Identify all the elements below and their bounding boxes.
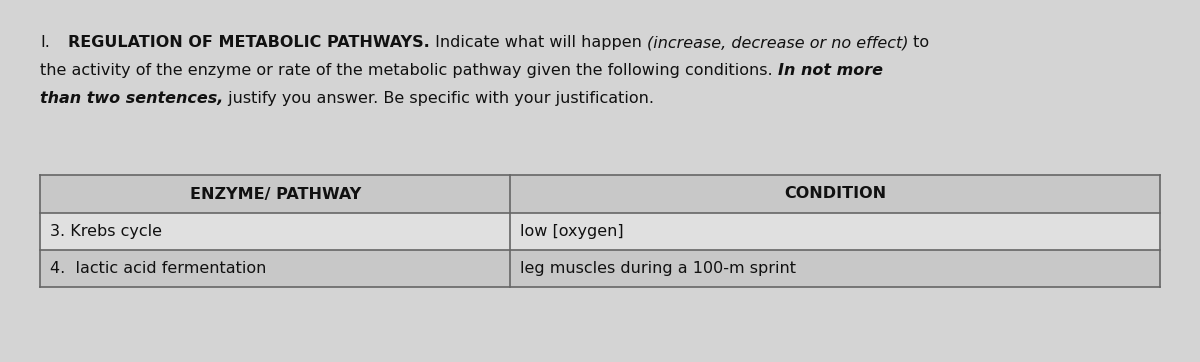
- Text: than two sentences,: than two sentences,: [40, 91, 223, 106]
- Text: justify you answer. Be specific with your justification.: justify you answer. Be specific with you…: [223, 91, 654, 106]
- Text: to: to: [908, 35, 929, 50]
- Text: low [oxygen]: low [oxygen]: [521, 224, 624, 239]
- Text: the activity of the enzyme or rate of the metabolic pathway given the following : the activity of the enzyme or rate of th…: [40, 63, 778, 78]
- Text: I.: I.: [40, 35, 50, 50]
- Text: (increase, decrease or no effect): (increase, decrease or no effect): [647, 35, 908, 50]
- Text: 3. Krebs cycle: 3. Krebs cycle: [50, 224, 162, 239]
- Bar: [40, 250, 1160, 287]
- Bar: [40, 175, 1160, 287]
- Text: 4.  lactic acid fermentation: 4. lactic acid fermentation: [50, 261, 266, 276]
- Text: CONDITION: CONDITION: [784, 186, 887, 202]
- Text: leg muscles during a 100-m sprint: leg muscles during a 100-m sprint: [521, 261, 797, 276]
- Text: ENZYME/ PATHWAY: ENZYME/ PATHWAY: [190, 186, 361, 202]
- Bar: [40, 175, 1160, 213]
- Text: In not more: In not more: [778, 63, 883, 78]
- Text: Indicate what will happen: Indicate what will happen: [430, 35, 647, 50]
- Text: REGULATION OF METABOLIC PATHWAYS.: REGULATION OF METABOLIC PATHWAYS.: [68, 35, 430, 50]
